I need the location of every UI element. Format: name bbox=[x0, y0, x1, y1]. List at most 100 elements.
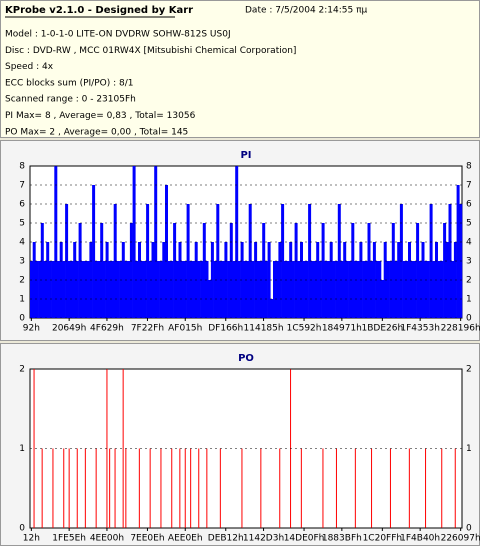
bar bbox=[213, 261, 217, 318]
bar bbox=[125, 448, 127, 528]
bar bbox=[421, 242, 425, 318]
bar bbox=[105, 242, 109, 318]
x-tick-label: 228196h bbox=[441, 324, 480, 334]
x-tick-label: 1F4353h bbox=[400, 324, 440, 334]
bar bbox=[189, 261, 193, 318]
bar bbox=[62, 261, 66, 318]
bar bbox=[251, 261, 255, 318]
bar bbox=[445, 242, 449, 318]
bar bbox=[386, 261, 390, 318]
bar bbox=[370, 261, 374, 318]
info-line: ECC blocks sum (PI/PO) : 8/1 bbox=[5, 78, 133, 88]
x-tick-label: 1FE5Eh bbox=[52, 534, 86, 544]
bar bbox=[275, 261, 279, 318]
bar bbox=[227, 261, 231, 318]
bar bbox=[246, 261, 249, 318]
bar bbox=[262, 223, 266, 318]
bar bbox=[441, 448, 443, 528]
bar bbox=[129, 223, 133, 318]
info-line: Scanned range : 0 - 23105Fh bbox=[5, 95, 136, 105]
bar bbox=[313, 261, 317, 318]
bar bbox=[310, 261, 314, 318]
bar bbox=[372, 242, 376, 318]
bar bbox=[267, 242, 271, 318]
bar bbox=[426, 261, 430, 318]
x-tick-label: 1C592h bbox=[287, 324, 322, 334]
bar bbox=[124, 261, 128, 318]
bar bbox=[184, 448, 186, 528]
bar bbox=[170, 261, 174, 318]
bar bbox=[111, 261, 114, 318]
bar bbox=[57, 261, 60, 318]
bar bbox=[205, 261, 209, 318]
y2-tick-label: 0 bbox=[466, 314, 472, 324]
y-tick-label: 0 bbox=[19, 524, 25, 534]
x-tick-label: 184971h bbox=[322, 324, 362, 334]
bar bbox=[410, 261, 414, 318]
bar bbox=[219, 448, 221, 528]
bar bbox=[171, 448, 173, 528]
bar bbox=[97, 261, 101, 318]
y2-tick-label: 2 bbox=[466, 365, 472, 375]
bar bbox=[308, 204, 312, 318]
bar bbox=[186, 204, 190, 318]
bar bbox=[425, 448, 427, 528]
bar bbox=[108, 261, 112, 318]
bar bbox=[294, 223, 298, 318]
bar bbox=[30, 261, 33, 318]
bar bbox=[119, 261, 123, 318]
bar bbox=[192, 261, 195, 318]
y-tick-label: 1 bbox=[19, 444, 25, 454]
bar bbox=[424, 261, 428, 318]
bar bbox=[408, 242, 411, 318]
x-tick-label: DF166h bbox=[208, 324, 243, 334]
bar bbox=[356, 261, 360, 318]
y2-tick-label: 5 bbox=[466, 219, 472, 229]
bar bbox=[316, 242, 320, 318]
bar bbox=[371, 448, 373, 528]
bar bbox=[337, 204, 341, 318]
info-line: PO Max= 2 , Average= 0,00 , Total= 145 bbox=[5, 127, 188, 137]
y2-tick-label: 6 bbox=[466, 200, 472, 210]
bar bbox=[38, 261, 42, 318]
bar bbox=[413, 261, 417, 318]
y-tick-label: 1 bbox=[19, 295, 25, 305]
bar bbox=[102, 261, 106, 318]
y2-tick-label: 8 bbox=[466, 162, 472, 172]
bar bbox=[86, 261, 90, 318]
y-tick-label: 7 bbox=[19, 181, 25, 191]
app-title: KProbe v2.1.0 - Designed by Karr bbox=[5, 5, 193, 16]
bar bbox=[273, 261, 276, 318]
bar bbox=[279, 448, 281, 528]
x-tick-label: 1142D3h bbox=[243, 534, 284, 544]
bar bbox=[270, 299, 274, 318]
bar bbox=[416, 223, 420, 318]
bar bbox=[40, 223, 44, 318]
bar bbox=[394, 261, 398, 318]
y-tick-label: 2 bbox=[19, 276, 25, 286]
bar bbox=[94, 261, 98, 318]
bar bbox=[219, 261, 222, 318]
bar bbox=[75, 261, 79, 318]
bar bbox=[327, 261, 330, 318]
bar bbox=[216, 204, 220, 318]
bar bbox=[241, 448, 243, 528]
bar bbox=[190, 448, 192, 528]
bar bbox=[143, 261, 147, 318]
bar bbox=[402, 261, 406, 318]
bar bbox=[283, 261, 287, 318]
x-tick-label: 226097h bbox=[441, 534, 480, 544]
bar bbox=[165, 185, 168, 318]
bar bbox=[202, 223, 206, 318]
bar bbox=[243, 261, 247, 318]
bar bbox=[232, 261, 236, 318]
bar bbox=[68, 448, 70, 528]
bar bbox=[140, 261, 144, 318]
bar bbox=[52, 448, 54, 528]
bar bbox=[84, 261, 87, 318]
bar bbox=[63, 448, 65, 528]
y2-tick-label: 3 bbox=[466, 257, 472, 267]
bar bbox=[159, 261, 163, 318]
y2-tick-label: 1 bbox=[466, 295, 472, 305]
bar bbox=[100, 223, 104, 318]
